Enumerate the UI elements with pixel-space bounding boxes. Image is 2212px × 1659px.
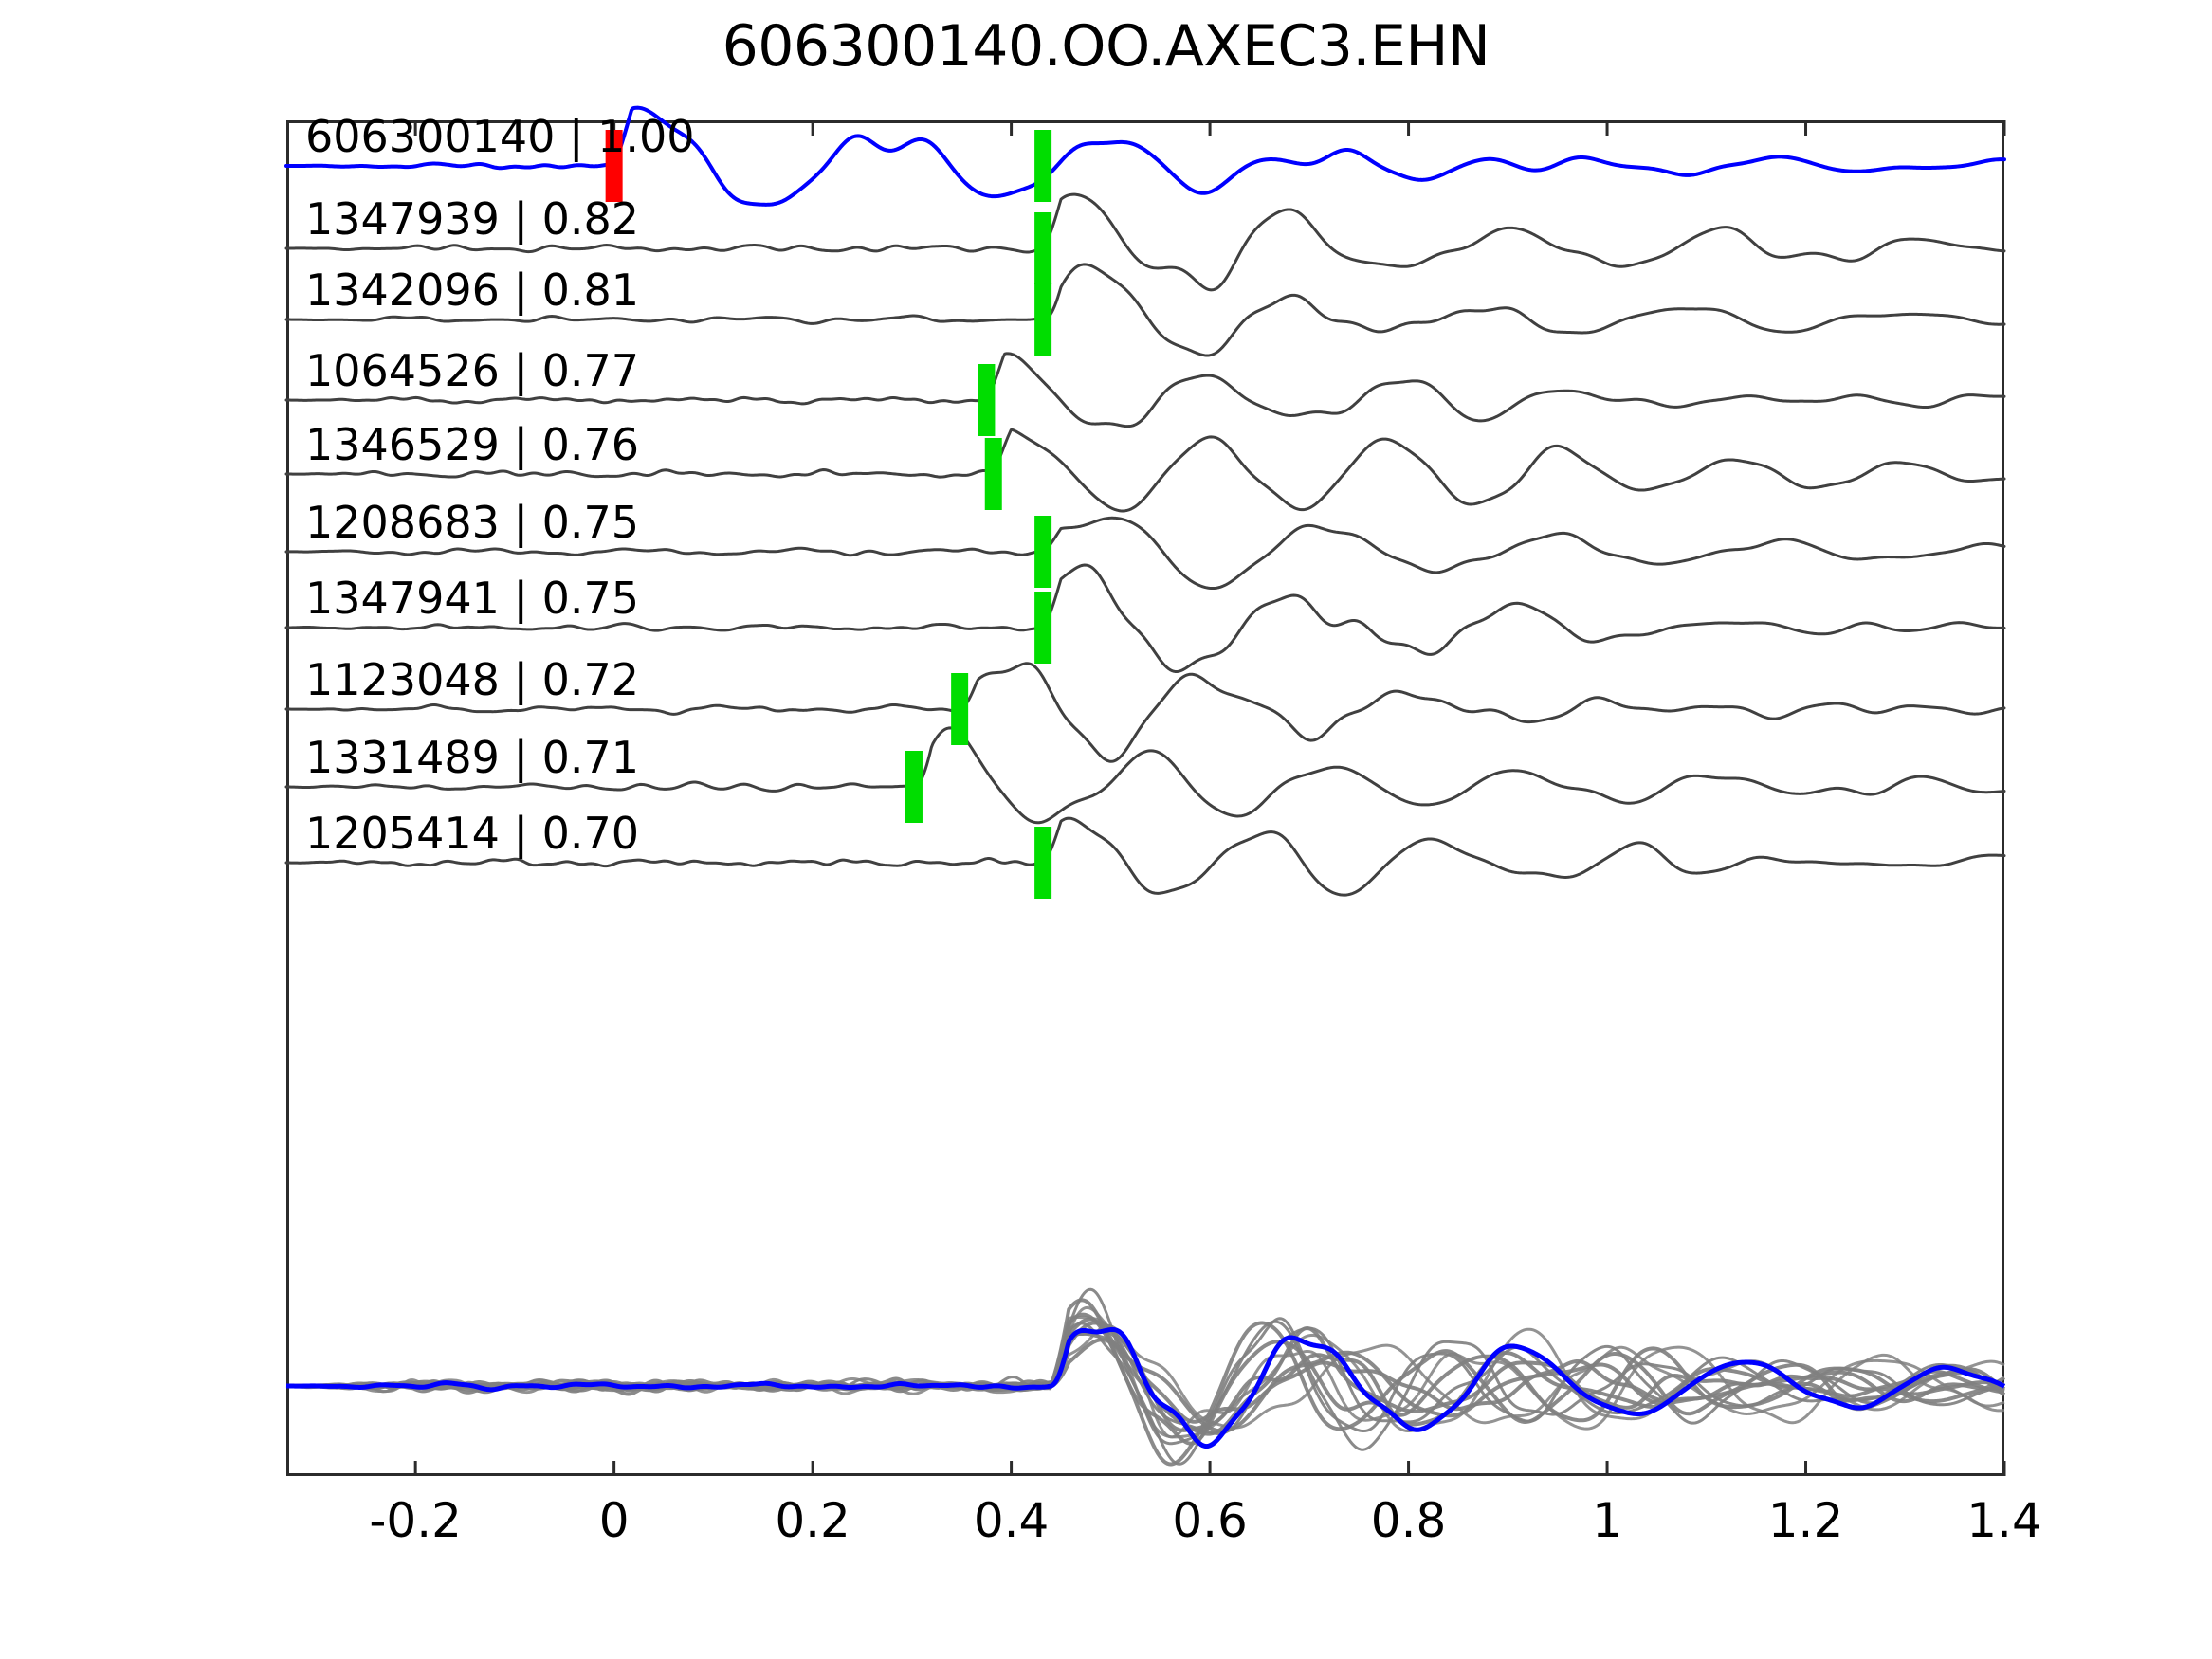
trace-label: 1205414 | 0.70 bbox=[305, 808, 640, 859]
plot-axes-frame bbox=[286, 120, 2004, 1476]
x-tick-label: 0.2 bbox=[775, 1493, 850, 1548]
x-tick-label: 1.4 bbox=[1966, 1493, 2042, 1548]
x-tick-label: 0.6 bbox=[1172, 1493, 1248, 1548]
x-tick-label: 0.8 bbox=[1370, 1493, 1447, 1548]
x-tick-label: 0.4 bbox=[973, 1493, 1050, 1548]
page-title: 606300140.OO.AXEC3.EHN bbox=[722, 13, 1490, 80]
x-tick-label: -0.2 bbox=[369, 1493, 462, 1548]
trace-label: 1347939 | 0.82 bbox=[305, 193, 640, 245]
x-tick-label: 0 bbox=[598, 1493, 630, 1548]
trace-label: 1347941 | 0.75 bbox=[305, 573, 640, 624]
trace-label: 1064526 | 0.77 bbox=[305, 345, 640, 396]
trace-label: 1208683 | 0.75 bbox=[305, 497, 640, 548]
trace-label: 1346529 | 0.76 bbox=[305, 419, 640, 470]
trace-label: 1342096 | 0.81 bbox=[305, 264, 640, 316]
x-tick-label: 1.2 bbox=[1767, 1493, 1844, 1548]
trace-label: 1123048 | 0.72 bbox=[305, 654, 640, 705]
trace-label: 606300140 | 1.00 bbox=[305, 111, 695, 162]
x-tick-label: 1 bbox=[1592, 1493, 1622, 1548]
trace-label: 1331489 | 0.71 bbox=[305, 732, 640, 783]
